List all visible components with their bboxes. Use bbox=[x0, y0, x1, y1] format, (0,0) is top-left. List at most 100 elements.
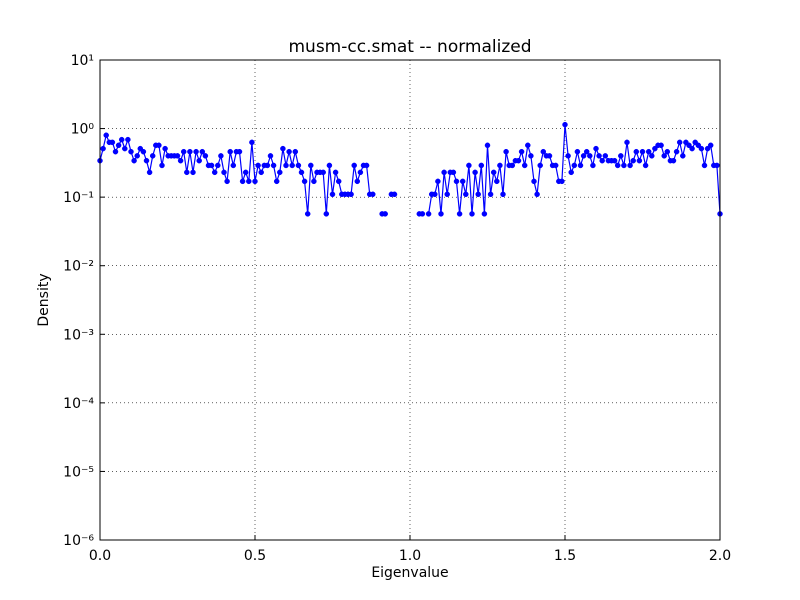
data-point bbox=[230, 162, 237, 169]
data-point bbox=[199, 148, 206, 155]
data-point bbox=[664, 148, 671, 155]
data-point bbox=[469, 211, 475, 217]
data-point bbox=[298, 169, 305, 176]
data-point bbox=[363, 162, 370, 169]
data-point bbox=[357, 169, 364, 176]
data-point bbox=[515, 157, 522, 164]
data-point bbox=[661, 153, 667, 159]
data-point bbox=[109, 139, 116, 146]
data-point bbox=[112, 148, 119, 155]
data-point bbox=[304, 211, 311, 217]
data-point bbox=[540, 148, 547, 155]
data-point bbox=[577, 162, 584, 169]
data-point bbox=[624, 139, 630, 146]
x-tick-label: 1.5 bbox=[554, 548, 576, 564]
data-point bbox=[670, 157, 677, 164]
y-tick-label: 10⁻⁴ bbox=[63, 396, 94, 412]
x-tick-label: 1.0 bbox=[399, 548, 421, 564]
data-point bbox=[518, 148, 525, 155]
data-point bbox=[242, 169, 249, 176]
data-point bbox=[118, 136, 125, 143]
data-point bbox=[453, 178, 460, 185]
data-point bbox=[332, 169, 339, 176]
data-point bbox=[131, 157, 137, 164]
data-point bbox=[227, 148, 233, 155]
chart-title: musm-cc.smat -- normalized bbox=[288, 37, 531, 57]
data-point bbox=[156, 142, 162, 149]
data-point bbox=[295, 162, 302, 169]
data-point bbox=[596, 153, 602, 159]
data-point bbox=[246, 178, 252, 185]
data-point bbox=[484, 142, 491, 149]
data-point bbox=[497, 162, 503, 169]
data-point bbox=[525, 142, 531, 149]
data-point bbox=[487, 191, 494, 198]
data-point bbox=[122, 145, 128, 152]
y-tick-label: 10⁻³ bbox=[63, 327, 94, 343]
data-point bbox=[370, 191, 376, 198]
data-point bbox=[611, 157, 618, 164]
x-tick-label: 0.0 bbox=[89, 548, 111, 564]
data-point bbox=[335, 178, 342, 185]
data-point bbox=[134, 153, 140, 159]
data-point bbox=[590, 162, 596, 169]
data-point bbox=[391, 191, 398, 198]
data-point bbox=[438, 211, 444, 217]
data-point bbox=[472, 169, 478, 176]
data-point bbox=[552, 162, 559, 169]
data-point bbox=[481, 211, 488, 217]
data-point bbox=[475, 191, 481, 198]
data-point bbox=[258, 169, 264, 176]
data-point bbox=[686, 142, 692, 149]
y-axis-label: Density bbox=[36, 273, 52, 326]
data-point bbox=[432, 191, 438, 198]
data-point bbox=[490, 169, 497, 176]
data-point bbox=[215, 162, 221, 169]
data-point bbox=[159, 162, 165, 169]
data-point bbox=[537, 162, 543, 169]
data-point bbox=[534, 191, 540, 198]
data-point bbox=[568, 169, 574, 176]
data-point bbox=[478, 162, 485, 169]
data-point bbox=[280, 145, 286, 152]
data-point bbox=[531, 178, 537, 185]
data-point bbox=[264, 162, 271, 169]
data-point bbox=[627, 162, 633, 169]
data-point bbox=[348, 191, 354, 198]
data-point bbox=[143, 157, 150, 164]
data-point bbox=[100, 145, 106, 152]
data-point bbox=[208, 162, 215, 169]
data-point bbox=[701, 162, 708, 169]
data-point bbox=[503, 148, 509, 155]
data-point bbox=[211, 169, 218, 176]
data-point bbox=[425, 211, 432, 217]
data-point bbox=[580, 153, 587, 159]
data-point bbox=[419, 211, 426, 217]
data-point bbox=[140, 148, 147, 155]
data-point bbox=[187, 148, 193, 155]
data-point bbox=[308, 162, 314, 169]
data-point bbox=[673, 148, 680, 155]
data-point bbox=[174, 153, 181, 159]
data-point bbox=[565, 153, 571, 159]
data-point bbox=[146, 169, 153, 176]
data-point bbox=[639, 148, 646, 155]
data-point bbox=[456, 211, 463, 217]
data-point bbox=[224, 178, 230, 185]
data-point bbox=[255, 162, 261, 169]
data-point bbox=[125, 136, 131, 143]
x-axis-label: Eigenvalue bbox=[371, 565, 448, 581]
data-point bbox=[196, 157, 202, 164]
data-point bbox=[221, 169, 227, 176]
data-point bbox=[593, 145, 599, 152]
data-point bbox=[103, 132, 109, 138]
data-point bbox=[546, 153, 553, 159]
data-point bbox=[286, 148, 292, 155]
data-point bbox=[273, 178, 280, 185]
data-point bbox=[236, 148, 243, 155]
data-point bbox=[633, 148, 640, 155]
data-point bbox=[652, 145, 658, 152]
data-point bbox=[618, 153, 624, 159]
